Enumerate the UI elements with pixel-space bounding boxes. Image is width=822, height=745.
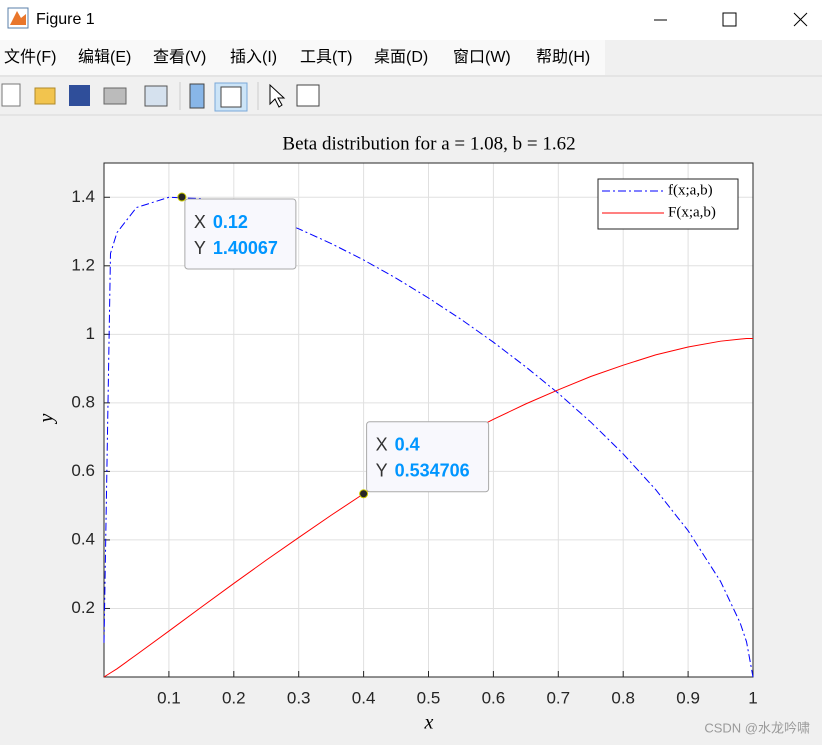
x-tick-label: 0.5 <box>417 688 441 707</box>
print-preview-icon[interactable] <box>144 85 168 107</box>
legend-label: F(x;a,b) <box>668 204 716 220</box>
menu-item[interactable]: 帮助(H) <box>536 48 590 66</box>
watermark: CSDN @水龙吟啸 <box>704 720 810 735</box>
maximize-button[interactable] <box>722 12 737 27</box>
datatip-box <box>366 421 490 493</box>
x-tick-label: 0.9 <box>676 688 700 707</box>
window-title: Figure 1 <box>36 11 95 28</box>
y-axis-label: y <box>36 413 58 424</box>
x-tick-label: 0.1 <box>157 688 181 707</box>
datatip-marker[interactable] <box>177 192 187 202</box>
series-line <box>103 196 754 678</box>
y-tick-label: 0.6 <box>71 461 95 480</box>
datatip-y-label: Y <box>376 461 388 481</box>
menus: 文件(F) 编辑(E) 查看(V) 插入(I) 工具(T) 桌面(D) 窗口(W) 帮助(H) <box>4 48 590 66</box>
datatip-y-value: 0.534706 <box>395 461 470 481</box>
menu-item[interactable]: 编辑(E) <box>78 48 131 66</box>
menu-item[interactable]: 查看(V) <box>153 48 206 66</box>
chart-title: Beta distribution for a = 1.08, b = 1.62 <box>282 133 575 154</box>
y-tick-label: 0.8 <box>71 392 95 411</box>
x-axis-label: x <box>424 712 434 734</box>
close-button[interactable] <box>793 12 808 27</box>
datatip-y-label: Y <box>194 238 206 258</box>
menu-bar <box>0 40 605 75</box>
y-tick-label: 0.2 <box>71 598 95 617</box>
datatip-x-label: X <box>194 212 206 232</box>
new-icon[interactable] <box>1 83 21 107</box>
datatip-x-value: 0.4 <box>395 435 420 455</box>
y-tick-label: 1.4 <box>71 187 95 206</box>
plot: 0.1 0.2 0.3 0.4 0.5 0.6 0.7 0.8 0.9 1 0.2 0.4 0.6 0.8… <box>71 162 758 707</box>
axes-box <box>103 162 754 678</box>
menu-item[interactable]: 工具(T) <box>300 49 352 66</box>
property-icon[interactable] <box>296 84 320 107</box>
datatip-x-value: 0.12 <box>213 212 248 232</box>
datatip-box <box>184 198 297 270</box>
datatip-marker[interactable] <box>359 489 369 499</box>
x-tick-label: 0.3 <box>287 688 311 707</box>
pointer-icon[interactable] <box>269 83 286 108</box>
x-tick-label: 0.7 <box>546 688 570 707</box>
datatip-x-label: X <box>376 435 388 455</box>
menu-item[interactable]: 文件(F) <box>4 48 56 66</box>
title-bar <box>0 0 822 40</box>
menu-item[interactable]: 窗口(W) <box>453 48 511 66</box>
datatip-y-value: 1.40067 <box>213 238 278 258</box>
menu-item[interactable]: 插入(I) <box>230 48 277 66</box>
app-icon <box>7 7 29 29</box>
menu-item[interactable]: 桌面(D) <box>374 48 428 66</box>
legend-label: f(x;a,b) <box>668 182 713 198</box>
y-tick-label: 1.2 <box>71 255 95 274</box>
print-icon[interactable] <box>103 87 127 105</box>
legend-box <box>597 178 739 230</box>
y-tick-label: 1 <box>86 324 95 343</box>
x-tick-label: 1 <box>748 688 757 707</box>
x-tick-label: 0.8 <box>611 688 635 707</box>
legend-icon-inner <box>220 86 242 108</box>
colorbar-icon[interactable] <box>189 83 205 109</box>
save-icon[interactable] <box>69 85 90 106</box>
x-tick-label: 0.4 <box>352 688 376 707</box>
y-tick-label: 0.4 <box>71 529 95 548</box>
toolbar <box>1 82 320 112</box>
open-icon[interactable] <box>34 87 56 105</box>
x-tick-label: 0.6 <box>482 688 506 707</box>
x-tick-label: 0.2 <box>222 688 246 707</box>
